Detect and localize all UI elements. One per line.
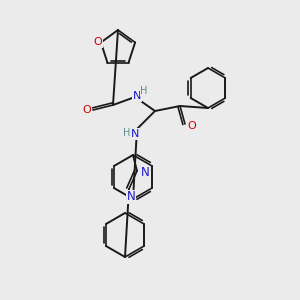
Text: O: O	[94, 38, 102, 47]
Text: N: N	[131, 129, 139, 139]
Text: N: N	[133, 91, 141, 101]
Text: O: O	[188, 121, 196, 131]
Text: N: N	[141, 167, 149, 179]
Text: H: H	[140, 86, 148, 96]
Text: H: H	[123, 128, 131, 138]
Text: N: N	[127, 190, 135, 203]
Text: O: O	[82, 105, 91, 115]
